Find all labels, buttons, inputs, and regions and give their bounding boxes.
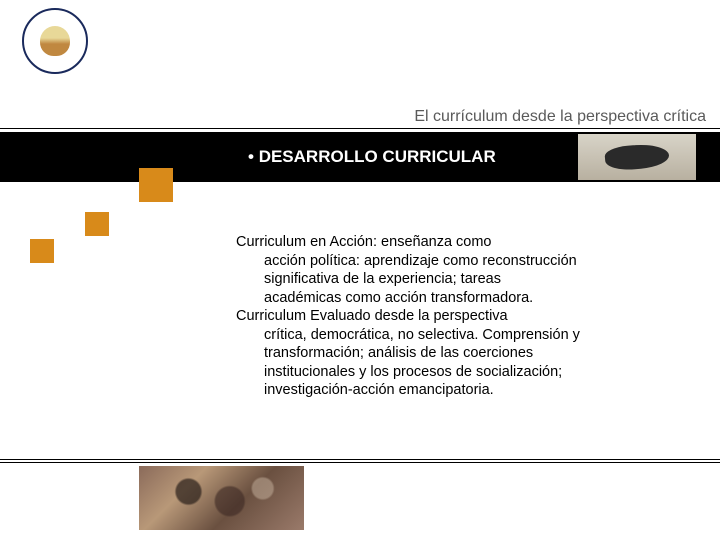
- paragraph-1: Curriculum en Acción: enseñanza como acc…: [236, 233, 581, 307]
- logo-ring: [22, 8, 88, 74]
- slide-subtitle: El currículum desde la perspectiva críti…: [414, 108, 706, 126]
- divider-bottom-2: [0, 462, 720, 463]
- decor-square-small-left: [30, 239, 54, 263]
- decor-square-small-mid: [85, 212, 109, 236]
- para2-firstline-rest: desde la perspectiva: [371, 308, 508, 324]
- para2-lead: Curriculum Evaluado: [236, 308, 371, 324]
- divider-top: [0, 128, 720, 129]
- logo-emblem: [40, 26, 70, 56]
- title-bar-image: [578, 134, 696, 180]
- bottom-photo: [139, 466, 304, 530]
- institution-logo: [22, 8, 90, 76]
- para1-firstline-rest: enseñanza como: [377, 234, 491, 250]
- para1-lead: Curriculum en Acción:: [236, 234, 377, 250]
- paragraph-2: Curriculum Evaluado desde la perspectiva…: [236, 307, 581, 400]
- bullet: •: [248, 147, 254, 166]
- slide-body: Curriculum en Acción: enseñanza como acc…: [236, 233, 581, 400]
- para1-continuation: acción política: aprendizaje como recons…: [236, 252, 581, 308]
- para2-continuation: crítica, democrática, no selectiva. Comp…: [236, 326, 581, 400]
- sculpture-icon: [604, 142, 670, 171]
- title-bar: • DESARROLLO CURRICULAR: [0, 132, 720, 182]
- title-bar-label: DESARROLLO CURRICULAR: [259, 147, 496, 166]
- divider-bottom-1: [0, 459, 720, 460]
- decor-square-large: [139, 168, 173, 202]
- title-bar-text: • DESARROLLO CURRICULAR: [248, 147, 496, 167]
